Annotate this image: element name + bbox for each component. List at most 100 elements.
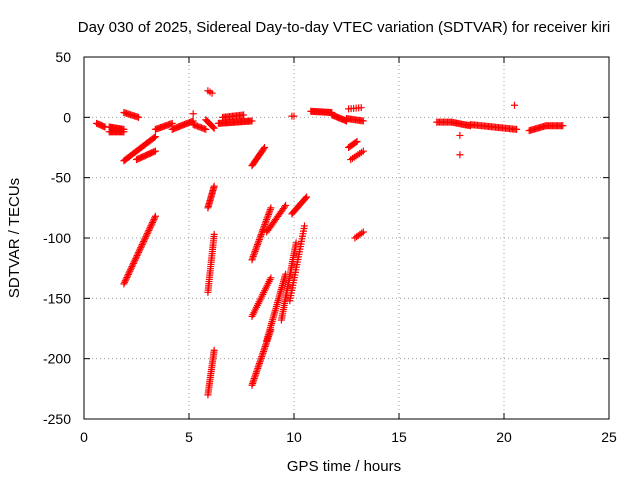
data-point bbox=[255, 237, 263, 245]
data-point bbox=[456, 131, 464, 139]
data-point bbox=[252, 246, 260, 254]
y-tick-label: -200 bbox=[43, 351, 71, 367]
data-point bbox=[132, 253, 140, 261]
y-axis-label: SDTVAR / TECUs bbox=[6, 178, 23, 298]
data-point bbox=[142, 233, 150, 241]
data-point bbox=[144, 228, 152, 236]
data-point bbox=[255, 236, 263, 244]
data-points bbox=[93, 87, 567, 399]
data-point bbox=[151, 212, 159, 220]
data-point bbox=[249, 254, 257, 262]
data-point bbox=[260, 145, 268, 153]
x-tick-label: 25 bbox=[601, 429, 617, 445]
data-point bbox=[262, 217, 270, 225]
data-point bbox=[132, 255, 140, 263]
data-point bbox=[130, 258, 138, 266]
data-point bbox=[261, 219, 269, 227]
data-point bbox=[358, 229, 366, 237]
data-point bbox=[266, 207, 274, 215]
data-point bbox=[258, 229, 266, 237]
data-point bbox=[140, 237, 148, 245]
data-point bbox=[257, 231, 265, 239]
data-point bbox=[353, 137, 361, 145]
data-point bbox=[267, 274, 275, 282]
data-point bbox=[250, 249, 258, 257]
data-point bbox=[124, 272, 132, 280]
data-point bbox=[141, 234, 149, 242]
y-tick-label: 0 bbox=[63, 109, 71, 125]
data-point bbox=[151, 214, 159, 222]
data-point bbox=[148, 220, 156, 228]
data-point bbox=[250, 251, 258, 259]
data-point bbox=[253, 242, 261, 250]
data-point bbox=[135, 247, 143, 255]
data-point bbox=[126, 266, 134, 274]
data-point bbox=[256, 234, 264, 242]
data-point bbox=[125, 269, 133, 277]
data-point bbox=[148, 219, 156, 227]
data-point bbox=[121, 277, 129, 285]
data-point bbox=[258, 227, 266, 235]
data-point bbox=[129, 261, 137, 269]
data-point bbox=[123, 274, 131, 282]
data-point bbox=[189, 110, 197, 118]
grid-lines bbox=[84, 57, 609, 419]
data-point bbox=[252, 244, 260, 252]
data-point bbox=[303, 193, 311, 201]
data-point bbox=[359, 117, 367, 125]
data-point bbox=[134, 250, 142, 258]
data-point bbox=[129, 259, 137, 267]
data-point bbox=[210, 182, 218, 190]
x-tick-label: 15 bbox=[391, 429, 407, 445]
data-point bbox=[511, 101, 518, 109]
data-point bbox=[143, 230, 151, 238]
data-point bbox=[251, 247, 259, 255]
data-point bbox=[290, 112, 298, 120]
plot-frame bbox=[83, 56, 610, 420]
data-point bbox=[263, 214, 271, 222]
data-point bbox=[135, 113, 143, 121]
data-point bbox=[124, 270, 132, 278]
data-point bbox=[120, 128, 128, 136]
data-point bbox=[137, 242, 145, 250]
data-point bbox=[146, 225, 154, 233]
data-point bbox=[261, 221, 269, 229]
data-point bbox=[120, 280, 128, 288]
data-point bbox=[265, 209, 273, 217]
data-point bbox=[261, 144, 269, 151]
data-point bbox=[131, 256, 139, 264]
data-point bbox=[146, 223, 154, 231]
data-point bbox=[150, 215, 158, 223]
y-tick-label: 50 bbox=[55, 49, 71, 65]
x-tick-label: 20 bbox=[496, 429, 512, 445]
data-point bbox=[254, 239, 262, 247]
data-point bbox=[209, 123, 217, 131]
data-point bbox=[357, 104, 365, 112]
data-point bbox=[259, 226, 267, 234]
data-point bbox=[282, 201, 290, 209]
data-point bbox=[248, 256, 256, 264]
y-tick-label: -50 bbox=[51, 170, 71, 186]
x-tick-label: 10 bbox=[286, 429, 302, 445]
data-point bbox=[280, 203, 288, 211]
x-axis-label: GPS time / hours bbox=[287, 458, 401, 475]
data-point bbox=[140, 236, 148, 244]
data-point bbox=[135, 248, 143, 256]
data-point bbox=[210, 346, 218, 354]
x-tick-label: 5 bbox=[185, 429, 193, 445]
data-point bbox=[151, 133, 159, 141]
data-point bbox=[248, 117, 256, 125]
data-point bbox=[260, 224, 268, 232]
y-tick-label: -150 bbox=[43, 290, 71, 306]
data-point bbox=[240, 111, 248, 119]
data-point bbox=[253, 241, 261, 249]
data-point bbox=[136, 245, 144, 253]
data-point bbox=[150, 133, 158, 141]
data-point bbox=[292, 239, 300, 247]
data-point bbox=[301, 222, 308, 230]
data-point bbox=[359, 228, 367, 236]
data-point bbox=[127, 264, 135, 272]
data-point bbox=[263, 216, 271, 224]
data-point bbox=[168, 119, 176, 127]
